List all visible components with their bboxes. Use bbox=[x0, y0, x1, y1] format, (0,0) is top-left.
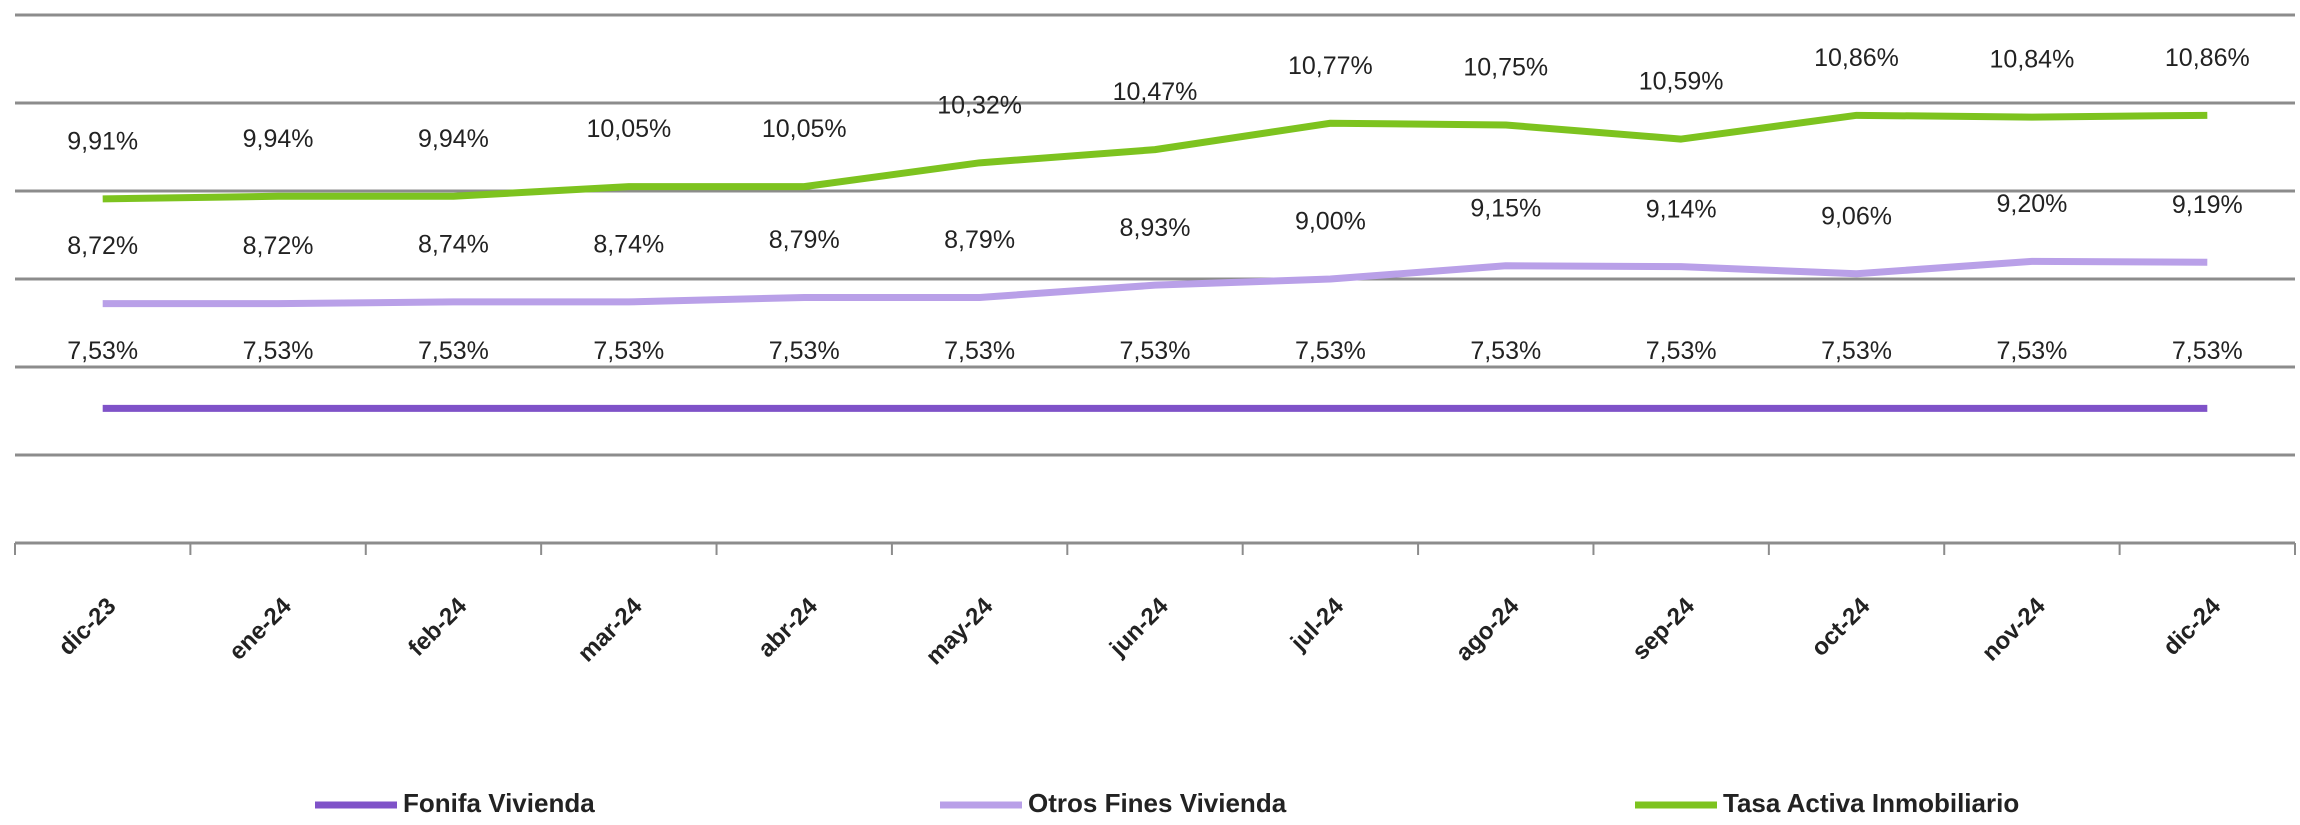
data-label: 10,47% bbox=[1113, 78, 1198, 106]
data-label: 9,20% bbox=[1996, 190, 2067, 218]
data-label: 9,91% bbox=[67, 128, 138, 156]
data-label: 8,74% bbox=[593, 230, 664, 258]
data-label: 7,53% bbox=[1646, 337, 1717, 365]
x-tick-label: dic-24 bbox=[2158, 592, 2227, 661]
data-label: 7,53% bbox=[2172, 337, 2243, 365]
data-label: 10,77% bbox=[1288, 52, 1373, 80]
data-label: 8,93% bbox=[1120, 214, 1191, 242]
data-label: 9,14% bbox=[1646, 195, 1717, 223]
series-line bbox=[102, 257, 2208, 308]
data-label: 7,53% bbox=[67, 337, 138, 365]
data-label: 8,72% bbox=[243, 232, 314, 260]
data-label: 7,53% bbox=[418, 337, 489, 365]
data-label: 8,79% bbox=[769, 226, 840, 254]
data-label: 10,75% bbox=[1463, 54, 1548, 82]
data-label: 10,05% bbox=[586, 115, 671, 143]
x-tick-label: ene-24 bbox=[224, 592, 297, 665]
x-tick-label: oct-24 bbox=[1806, 592, 1876, 662]
legend-label: Otros Fines Vivienda bbox=[1028, 788, 1287, 818]
series-line bbox=[102, 111, 2208, 203]
data-label: 7,53% bbox=[1470, 337, 1541, 365]
data-label: 9,19% bbox=[2172, 191, 2243, 219]
data-label: 9,94% bbox=[418, 125, 489, 153]
data-label: 8,72% bbox=[67, 232, 138, 260]
data-label: 7,53% bbox=[1120, 337, 1191, 365]
data-label: 9,94% bbox=[243, 125, 314, 153]
data-label: 7,53% bbox=[944, 337, 1015, 365]
x-tick-label: mar-24 bbox=[573, 592, 648, 667]
data-label: 10,86% bbox=[2165, 44, 2250, 72]
x-tick-label: jul-24 bbox=[1285, 592, 1350, 657]
x-tick-label: may-24 bbox=[921, 592, 999, 670]
data-label: 10,86% bbox=[1814, 44, 1899, 72]
data-label: 8,79% bbox=[944, 226, 1015, 254]
data-label: 10,59% bbox=[1639, 68, 1724, 96]
data-label: 10,32% bbox=[937, 91, 1022, 119]
data-label: 10,05% bbox=[762, 115, 847, 143]
x-tick-label: feb-24 bbox=[403, 592, 473, 662]
data-label: 7,53% bbox=[1295, 337, 1366, 365]
x-tick-label: sep-24 bbox=[1627, 592, 1700, 665]
x-tick-label: nov-24 bbox=[1977, 592, 2051, 666]
legend-label: Fonifa Vivienda bbox=[403, 788, 595, 818]
data-label: 9,06% bbox=[1821, 202, 1892, 230]
data-label: 9,00% bbox=[1295, 208, 1366, 236]
x-tick-label: ago-24 bbox=[1451, 592, 1525, 666]
data-label: 10,84% bbox=[1990, 46, 2075, 74]
x-tick-label: dic-23 bbox=[53, 593, 121, 661]
data-label: 8,74% bbox=[418, 230, 489, 258]
data-label: 9,15% bbox=[1470, 194, 1541, 222]
data-label: 7,53% bbox=[593, 337, 664, 365]
data-label: 7,53% bbox=[769, 337, 840, 365]
data-label: 7,53% bbox=[1821, 337, 1892, 365]
x-tick-label: abr-24 bbox=[753, 592, 823, 662]
x-tick-label: jun-24 bbox=[1104, 592, 1174, 662]
legend-label: Tasa Activa Inmobiliario bbox=[1723, 788, 2019, 818]
data-label: 7,53% bbox=[1996, 337, 2067, 365]
data-label: 7,53% bbox=[243, 337, 314, 365]
